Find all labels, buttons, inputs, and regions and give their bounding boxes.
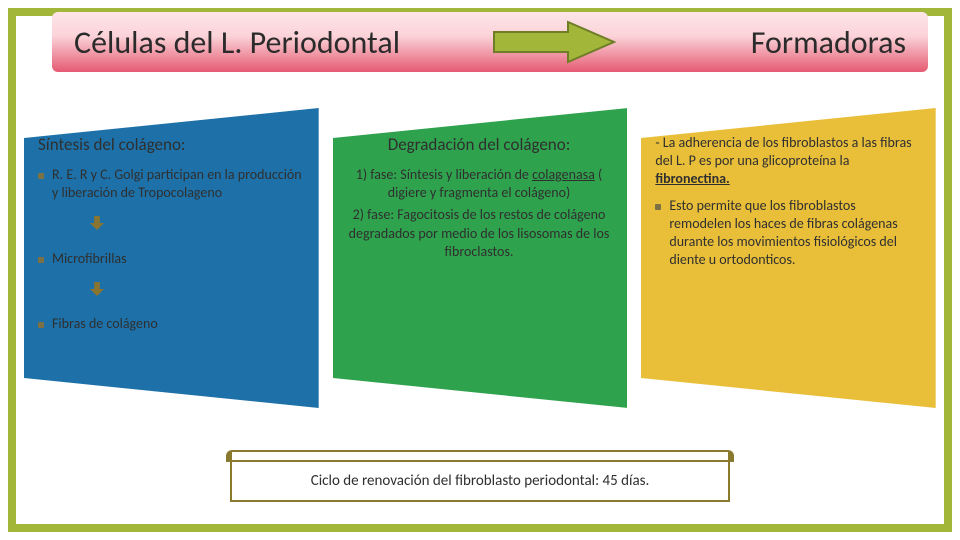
column-synthesis-content: Síntesis del colágeno: R. E. R y C. Golg… [24,108,319,349]
list-item: Fibras de colágeno [38,315,303,333]
phase1-pre: 1) fase: Síntesis y liberación de [356,166,532,183]
arrow-shape [494,22,614,62]
synthesis-heading: Síntesis del colágeno: [38,134,303,156]
content-columns: Síntesis del colágeno: R. E. R y C. Golg… [24,108,936,408]
adherence-bullets: Esto permite que los fibroblastos remode… [655,197,920,270]
column-adherence-content: La adherencia de los fibroblastos a las … [641,108,936,285]
column-degradation-content: Degradación del colágeno: 1) fase: Sínte… [333,108,628,275]
header-title: Células del L. Periodontal [74,23,400,62]
list-item: Microfibrillas [38,250,303,268]
adherence-lead-pre: La adherencia de los fibroblastos a las … [655,134,911,169]
synthesis-bullets: R. E. R y C. Golgi participan en la prod… [38,166,303,202]
down-arrow-icon [90,282,104,296]
phase-2: 2) fase: Fagocitosis de los restos de co… [349,206,610,261]
adherence-lead: La adherencia de los fibroblastos a las … [655,134,920,189]
list-item: Esto permite que los fibroblastos remode… [655,197,920,270]
column-synthesis: Síntesis del colágeno: R. E. R y C. Golg… [24,108,319,408]
renewal-callout: Ciclo de renovación del fibroblasto peri… [230,460,730,502]
column-adherence: La adherencia de los fibroblastos a las … [641,108,936,408]
adherence-lead-word: fibronectina. [655,170,729,187]
column-degradation: Degradación del colágeno: 1) fase: Sínte… [333,108,628,408]
phase1-word: colagenasa [532,166,595,183]
synthesis-bullets: Fibras de colágeno [38,315,303,333]
header-subtitle: Formadoras [751,23,906,62]
down-arrow-icon [90,216,104,230]
phase-1: 1) fase: Síntesis y liberación de colage… [349,166,610,202]
list-item: R. E. R y C. Golgi participan en la prod… [38,166,303,202]
degradation-heading: Degradación del colágeno: [347,134,612,156]
arrow-right-icon [490,18,620,68]
synthesis-bullets: Microfibrillas [38,250,303,268]
